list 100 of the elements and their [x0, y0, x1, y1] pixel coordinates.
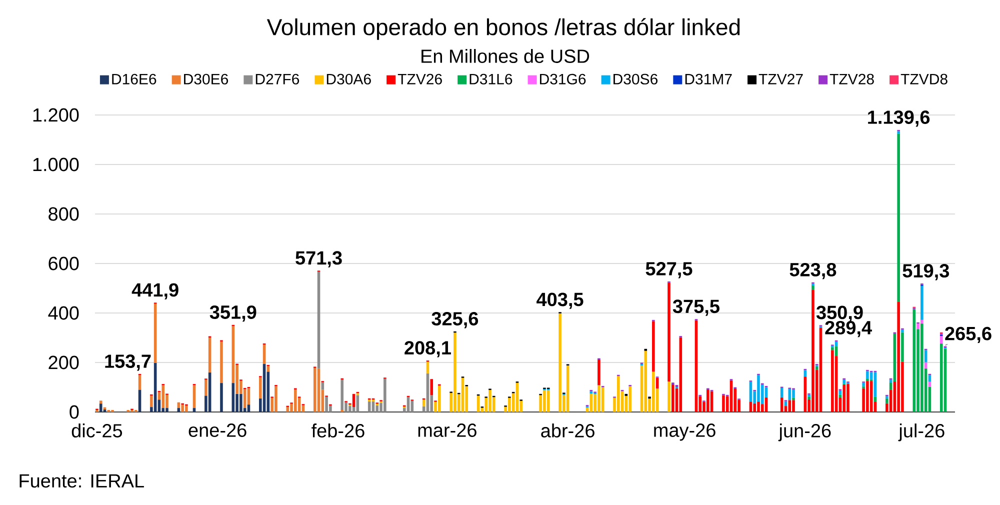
legend-label: D31G6: [540, 74, 586, 84]
legend-label: D27F6: [256, 74, 300, 84]
bar: [897, 131, 900, 134]
bar: [757, 375, 760, 402]
bar: [598, 360, 600, 386]
bar: [920, 320, 924, 324]
bar: [422, 400, 426, 406]
bar: [804, 376, 807, 412]
bar: [866, 371, 869, 379]
legend-label: D30A6: [326, 74, 371, 84]
bar: [874, 396, 877, 402]
source-note: Fuente: IERAL: [20, 474, 144, 488]
bar: [177, 408, 180, 412]
total-label: 441,9: [132, 283, 178, 300]
x-tick-label: mar-26: [418, 424, 476, 437]
bar: [901, 330, 904, 332]
bar: [99, 404, 102, 412]
bar: [356, 395, 360, 412]
x-tick-label: dic-25: [72, 424, 122, 438]
bar: [757, 402, 760, 412]
bar: [920, 286, 924, 320]
chart-subtitle: En Millones de USD: [422, 49, 590, 63]
bar: [804, 370, 807, 377]
bar: [866, 378, 869, 382]
y-tick-label: 200: [48, 356, 79, 370]
x-tick-label: ene-26: [188, 424, 246, 437]
y-tick-label: 400: [48, 306, 79, 320]
bar: [340, 380, 344, 410]
legend-label: D16E6: [112, 74, 156, 84]
bar: [384, 378, 386, 412]
bar: [940, 343, 943, 412]
legend-label: D30E6: [184, 74, 228, 84]
total-label: 403,5: [536, 292, 584, 309]
x-tick-label: feb-26: [312, 424, 364, 438]
bar: [162, 385, 165, 408]
bar: [808, 396, 810, 400]
bar: [454, 332, 456, 412]
total-label: 208,1: [404, 341, 451, 358]
x-tick-label: may-26: [654, 424, 716, 441]
bar: [846, 384, 850, 412]
bar: [889, 382, 892, 390]
bar: [788, 388, 792, 400]
bar: [668, 282, 670, 382]
bar: [706, 389, 710, 412]
bar: [815, 366, 818, 370]
bar: [185, 406, 188, 412]
bar: [897, 302, 900, 412]
y-tick-label: 1.000: [33, 158, 79, 172]
bar: [543, 390, 546, 412]
bar: [792, 400, 795, 412]
bar: [438, 386, 441, 412]
bar: [247, 388, 250, 405]
bar: [617, 376, 620, 412]
total-label: 375,5: [672, 300, 720, 316]
bar: [842, 385, 846, 412]
bar: [901, 332, 904, 362]
bar: [590, 394, 593, 412]
bar: [348, 406, 352, 412]
bar: [924, 362, 928, 368]
x-tick-label: jun-26: [778, 424, 831, 442]
bar: [325, 396, 328, 412]
x-tick-label: jul-26: [898, 424, 944, 442]
bar: [812, 290, 814, 412]
bar: [181, 404, 184, 412]
bar: [598, 385, 600, 412]
bar: [812, 286, 814, 290]
bar: [220, 341, 223, 384]
total-label: 153,7: [105, 354, 151, 371]
total-label: 527,5: [646, 262, 692, 278]
legend-label: TZV28: [830, 74, 874, 84]
bar: [780, 388, 784, 398]
bar: [628, 386, 632, 412]
bar: [430, 379, 434, 396]
bar: [842, 380, 846, 384]
bar: [220, 383, 223, 412]
bar: [792, 389, 795, 398]
y-tick-label: 1.200: [33, 108, 79, 122]
bar: [671, 384, 674, 412]
bar: [722, 395, 725, 412]
bar: [644, 350, 648, 412]
bar: [150, 396, 153, 408]
total-label: 523,8: [790, 262, 836, 280]
bar: [426, 362, 430, 374]
bar: [208, 337, 212, 372]
bar: [753, 403, 756, 412]
bar: [406, 397, 410, 412]
bar: [546, 390, 550, 412]
bar: [866, 381, 869, 412]
bar: [166, 408, 168, 412]
bar: [788, 400, 792, 412]
legend-label: TZVD8: [900, 74, 948, 84]
legend-label: D31M7: [685, 74, 732, 84]
total-label: 571,3: [296, 251, 342, 268]
bar: [376, 405, 379, 412]
bar: [916, 324, 920, 330]
y-tick-label: 800: [48, 207, 79, 221]
total-label: 1.139,6: [868, 110, 930, 127]
bar: [262, 344, 266, 364]
bar: [286, 407, 290, 412]
bar: [476, 396, 480, 412]
